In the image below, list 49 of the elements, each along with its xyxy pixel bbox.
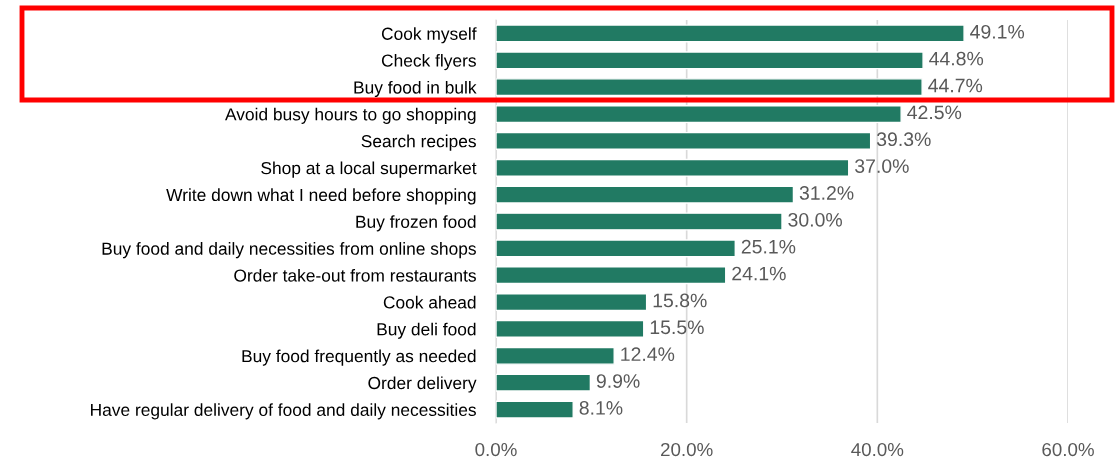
y-tick-label: Buy frozen food <box>356 215 476 232</box>
bar <box>496 266 727 285</box>
data-label: 15.8% <box>653 293 707 308</box>
x-tick-label: 60.0% <box>1042 442 1094 457</box>
bar <box>496 158 850 177</box>
bar <box>496 24 965 43</box>
data-label: 37.0% <box>855 159 909 173</box>
y-tick-label: Avoid busy hours to go shopping <box>225 107 476 124</box>
x-tick-label: 20.0% <box>661 442 713 457</box>
data-label: 25.1% <box>741 239 796 254</box>
x-tick-label: 0.0% <box>475 442 517 457</box>
x-tick-label: 40.0% <box>851 442 904 457</box>
data-label: 31.2% <box>799 186 854 200</box>
bar <box>496 239 736 258</box>
y-tick-label: Buy deli food <box>377 322 476 339</box>
y-tick-label: Write down what I need before shopping <box>166 188 476 205</box>
bar <box>496 346 615 365</box>
y-tick-label: Order take-out from restaurants <box>234 268 476 282</box>
y-tick-label: Check flyers <box>381 54 476 71</box>
y-tick-label: Cook myself <box>381 27 477 44</box>
data-label: 49.1% <box>970 24 1025 39</box>
data-label: 44.7% <box>928 78 983 93</box>
y-tick-label: Have regular delivery of food and daily necessities <box>91 403 476 420</box>
y-tick-label: Buy food frequently as needed <box>242 349 476 366</box>
y-tick-label: Order delivery <box>368 376 477 393</box>
data-label: 9.9% <box>596 374 640 388</box>
data-label: 12.4% <box>621 347 675 361</box>
y-tick-label: Buy food in bulk <box>354 80 477 98</box>
data-label: 39.3% <box>876 132 931 147</box>
bar <box>496 105 902 124</box>
y-tick-label: Search recipes <box>361 134 476 151</box>
bar <box>496 78 923 97</box>
bar <box>496 293 648 312</box>
data-label: 8.1% <box>579 401 623 415</box>
bar <box>496 400 574 419</box>
data-label: 15.5% <box>650 320 704 335</box>
data-label: 30.0% <box>788 212 842 227</box>
data-label: 44.8% <box>929 51 984 66</box>
data-label: 42.5% <box>907 105 962 120</box>
bar <box>496 185 795 204</box>
y-tick-label: Buy food and daily necessities from online shops <box>102 242 476 259</box>
bar <box>496 319 645 338</box>
bar <box>496 131 872 150</box>
bar <box>496 51 924 70</box>
y-tick-label: Cook ahead <box>383 295 476 309</box>
y-tick-label: Shop at a local supermarket <box>261 161 477 178</box>
bar <box>496 373 592 392</box>
bar <box>496 212 783 231</box>
data-label: 24.1% <box>732 266 786 281</box>
